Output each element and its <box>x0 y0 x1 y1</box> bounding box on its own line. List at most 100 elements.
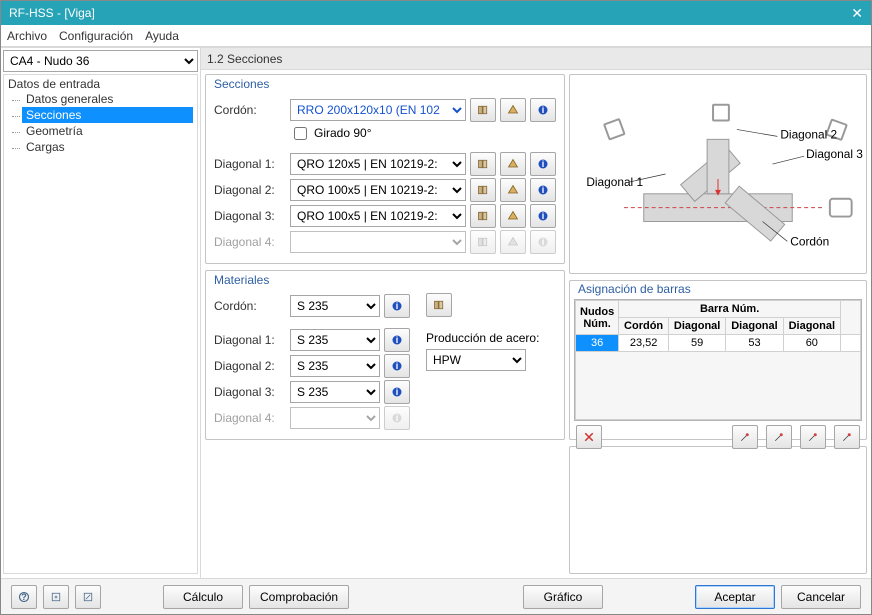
select-diag3[interactable]: QRO 100x5 | EN 10219-2: <box>290 205 466 227</box>
svg-text:i: i <box>396 413 399 423</box>
diagram-label-chord: Cordón <box>790 234 829 248</box>
lib-button[interactable] <box>470 98 496 122</box>
checkbox-girado[interactable] <box>294 127 307 140</box>
svg-text:i: i <box>396 301 399 311</box>
svg-text:i: i <box>542 185 545 195</box>
cell-nudo[interactable]: 36 <box>576 335 619 352</box>
footer: ? Cálculo Comprobación Gráfico Aceptar C… <box>1 578 871 614</box>
group-secciones-title: Secciones <box>212 77 271 91</box>
info-button: i <box>530 230 556 254</box>
info-button[interactable]: i <box>530 152 556 176</box>
pick-button <box>500 230 526 254</box>
lib-button[interactable] <box>470 178 496 202</box>
group-asignacion: Asignación de barras NudosNúm. Barra Núm… <box>569 280 867 440</box>
menubar: Archivo Configuración Ayuda <box>1 25 871 47</box>
row-cordon: Cordón: RRO 200x120x10 (EN 102 i <box>214 97 556 123</box>
label-girado: Girado 90° <box>314 126 372 140</box>
label-mat-d1: Diagonal 1: <box>214 333 286 347</box>
cell-d2[interactable]: 53 <box>726 335 783 352</box>
tree-item-geometria[interactable]: Geometría <box>22 123 193 139</box>
cancel-button[interactable]: Cancelar <box>781 585 861 609</box>
menu-help[interactable]: Ayuda <box>145 29 179 43</box>
label-diag2: Diagonal 2: <box>214 183 286 197</box>
menu-config[interactable]: Configuración <box>59 29 133 43</box>
export-button[interactable] <box>43 585 69 609</box>
lib-button[interactable] <box>470 152 496 176</box>
svg-text:?: ? <box>21 592 27 602</box>
window-title: RF-HSS - [Viga] <box>9 6 95 20</box>
svg-text:i: i <box>396 387 399 397</box>
diagram-label-d3: Diagonal 3 <box>806 147 863 161</box>
info-button[interactable]: i <box>384 328 410 352</box>
info-button[interactable]: i <box>530 204 556 228</box>
th-nudos: NudosNúm. <box>576 301 619 335</box>
check-button[interactable]: Comprobación <box>249 585 349 609</box>
tree-item-cargas[interactable]: Cargas <box>22 139 193 155</box>
lib-button[interactable] <box>426 293 452 317</box>
nav-tree: Datos de entrada Datos generales Seccion… <box>3 74 198 574</box>
titlebar: RF-HSS - [Viga] ✕ <box>1 1 871 25</box>
pick-button[interactable] <box>500 152 526 176</box>
left-column: CA4 - Nudo 36 Datos de entrada Datos gen… <box>1 48 201 578</box>
info-button[interactable]: i <box>530 98 556 122</box>
pick-d3-button[interactable] <box>834 425 860 449</box>
ok-button[interactable]: Aceptar <box>695 585 775 609</box>
close-icon[interactable]: ✕ <box>851 5 863 22</box>
diagram-svg: Diagonal 1 Diagonal 2 Diagonal 3 Cordón <box>570 75 866 273</box>
select-mat-d1[interactable]: S 235 <box>290 329 380 351</box>
select-mat-d4 <box>290 407 380 429</box>
delete-button[interactable] <box>576 425 602 449</box>
diagram: Diagonal 1 Diagonal 2 Diagonal 3 Cordón <box>569 74 867 274</box>
calc-button[interactable]: Cálculo <box>163 585 243 609</box>
select-diag2[interactable]: QRO 100x5 | EN 10219-2: <box>290 179 466 201</box>
label-mat-cordon: Cordón: <box>214 299 286 313</box>
pick-chord-button[interactable] <box>732 425 758 449</box>
label-diag1: Diagonal 1: <box>214 157 286 171</box>
tree-root[interactable]: Datos de entrada <box>8 77 193 91</box>
cell-d1[interactable]: 59 <box>668 335 725 352</box>
pick-d1-button[interactable] <box>766 425 792 449</box>
label-production: Producción de acero: <box>426 331 539 345</box>
app-window: RF-HSS - [Viga] ✕ Archivo Configuración … <box>0 0 872 615</box>
tree-item-datos-generales[interactable]: Datos generales <box>22 91 193 107</box>
select-mat-d2[interactable]: S 235 <box>290 355 380 377</box>
lib-button[interactable] <box>470 204 496 228</box>
th-d1: Diagonal <box>668 318 725 335</box>
cell-d3[interactable]: 60 <box>783 335 840 352</box>
pick-button[interactable] <box>500 98 526 122</box>
right-body: Secciones Cordón: RRO 200x120x10 (EN 102… <box>201 70 871 578</box>
assign-row[interactable]: 36 23,52 59 53 60 <box>576 335 861 352</box>
th-cordon: Cordón <box>619 318 669 335</box>
label-mat-d2: Diagonal 2: <box>214 359 286 373</box>
info-button[interactable]: i <box>384 380 410 404</box>
pick-d2-button[interactable] <box>800 425 826 449</box>
assign-grid[interactable]: NudosNúm. Barra Núm. Cordón Diagonal Dia… <box>574 299 862 421</box>
help-button[interactable]: ? <box>11 585 37 609</box>
label-cordon: Cordón: <box>214 103 286 117</box>
tree-item-secciones[interactable]: Secciones <box>22 107 193 123</box>
select-mat-cordon[interactable]: S 235 <box>290 295 380 317</box>
import-button[interactable] <box>75 585 101 609</box>
pick-button[interactable] <box>500 178 526 202</box>
select-diag1[interactable]: QRO 120x5 | EN 10219-2: <box>290 153 466 175</box>
pick-button[interactable] <box>500 204 526 228</box>
select-cordon[interactable]: RRO 200x120x10 (EN 102 <box>290 99 466 121</box>
diagram-label-d2: Diagonal 2 <box>780 127 837 141</box>
info-button[interactable]: i <box>384 354 410 378</box>
graph-button[interactable]: Gráfico <box>523 585 603 609</box>
info-button[interactable]: i <box>530 178 556 202</box>
menu-file[interactable]: Archivo <box>7 29 47 43</box>
form-column: Secciones Cordón: RRO 200x120x10 (EN 102… <box>205 74 565 574</box>
th-barra: Barra Núm. <box>619 301 841 318</box>
panel-header: 1.2 Secciones <box>201 48 871 70</box>
info-button[interactable]: i <box>384 294 410 318</box>
row-diag4: Diagonal 4: i <box>214 229 556 255</box>
select-production[interactable]: HPW <box>426 349 526 371</box>
diagram-label-d1: Diagonal 1 <box>586 175 643 189</box>
case-combo[interactable]: CA4 - Nudo 36 <box>3 50 198 72</box>
assign-toolbar <box>574 421 862 453</box>
svg-text:i: i <box>542 237 545 247</box>
select-mat-d3[interactable]: S 235 <box>290 381 380 403</box>
cell-cordon[interactable]: 23,52 <box>619 335 669 352</box>
group-materiales-title: Materiales <box>212 273 271 287</box>
